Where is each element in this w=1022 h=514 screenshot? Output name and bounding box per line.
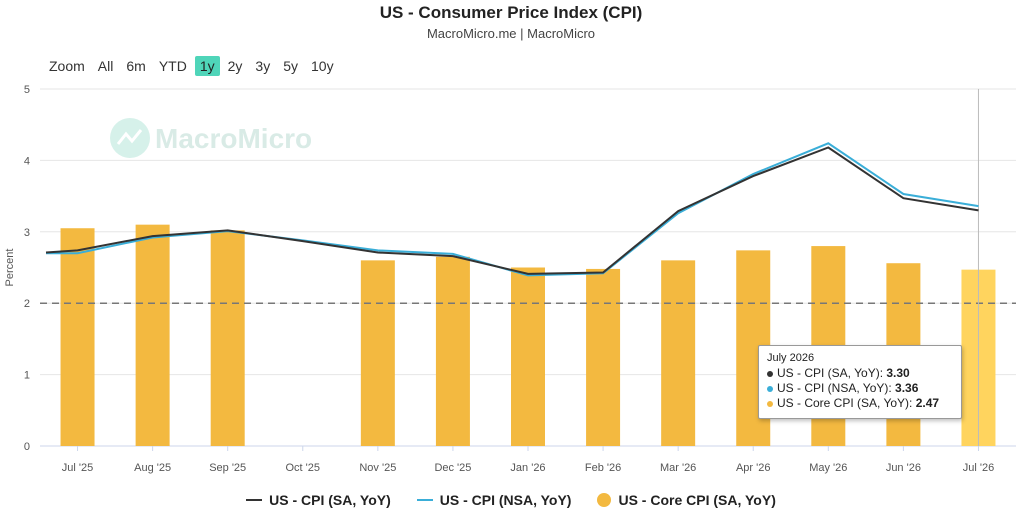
y-tick-label: 0 <box>24 441 30 453</box>
range-button-2y[interactable]: 2y <box>227 58 243 74</box>
core-cpi-bar[interactable] <box>511 267 545 447</box>
y-axis-label: Percent <box>4 249 16 287</box>
range-selector: Zoom All 6m YTD 1y 2y 3y 5y 10y <box>44 55 342 77</box>
range-button-all[interactable]: All <box>97 58 114 74</box>
y-tick-label: 3 <box>24 227 30 239</box>
x-tick-label: Jan '26 <box>510 462 545 474</box>
watermark-text: MacroMicro <box>155 123 312 154</box>
core-cpi-bar[interactable] <box>586 268 621 446</box>
range-button-3y[interactable]: 3y <box>255 58 271 74</box>
legend-item-cpi-sa[interactable]: US - CPI (SA, YoY) <box>246 492 391 508</box>
x-tick-label: Nov '25 <box>359 462 396 474</box>
x-tick-label: Mar '26 <box>660 462 696 474</box>
x-tick-label: Aug '25 <box>134 462 171 474</box>
x-tick-label: Jun '26 <box>886 462 921 474</box>
line-layer <box>45 142 979 277</box>
tooltip-dot-icon <box>767 400 773 407</box>
tooltip: July 2026 US - CPI (SA, YoY): 3.30 US - … <box>758 345 962 419</box>
watermark: MacroMicro <box>110 118 312 158</box>
core-cpi-bar[interactable] <box>210 230 245 446</box>
series-line[interactable] <box>45 146 979 275</box>
y-tick-label: 2 <box>24 298 30 310</box>
x-tick-label: Jul '26 <box>963 462 994 474</box>
y-tick-label: 1 <box>24 370 30 382</box>
core-cpi-bar[interactable] <box>135 224 170 446</box>
range-button-ytd[interactable]: YTD <box>158 58 187 74</box>
y-tick-label: 4 <box>24 155 30 167</box>
x-tick-label: Feb '26 <box>585 462 621 474</box>
x-tick-label: Apr '26 <box>736 462 771 474</box>
x-tick-label: Dec '25 <box>434 462 471 474</box>
range-button-1y[interactable]: 1y <box>194 56 220 76</box>
tooltip-dot-icon <box>767 385 773 392</box>
reference-line-layer <box>40 89 1016 446</box>
axis-layer: 0 1 2 3 4 5 Percent Jul '25 Aug '25 Sep '25 Oct '2… <box>4 84 994 474</box>
x-tick-label: Oct '25 <box>286 462 321 474</box>
core-cpi-bar[interactable] <box>661 260 696 446</box>
legend-item-cpi-nsa[interactable]: US - CPI (NSA, YoY) <box>416 492 572 508</box>
chart-subtitle: MacroMicro.me | MacroMicro <box>426 26 596 41</box>
tooltip-row-core-cpi: US - Core CPI (SA, YoY): 2.47 <box>767 396 953 411</box>
legend: US - CPI (SA, YoY) US - CPI (NSA, YoY) U… <box>0 492 1022 508</box>
legend-label: US - CPI (NSA, YoY) <box>439 492 572 508</box>
tooltip-row-cpi-sa: US - CPI (SA, YoY): 3.30 <box>767 366 953 381</box>
legend-label: US - Core CPI (SA, YoY) <box>618 492 776 508</box>
range-button-6m[interactable]: 6m <box>126 58 146 74</box>
legend-item-core-cpi[interactable]: US - Core CPI (SA, YoY) <box>597 492 776 508</box>
zoom-label: Zoom <box>49 58 85 74</box>
tooltip-row-cpi-nsa: US - CPI (NSA, YoY): 3.36 <box>767 381 953 396</box>
tooltip-date: July 2026 <box>767 352 815 364</box>
core-cpi-bar[interactable] <box>435 256 470 446</box>
core-cpi-bar[interactable] <box>60 228 95 446</box>
core-cpi-bar[interactable] <box>360 260 395 446</box>
x-tick-label: May '26 <box>809 462 847 474</box>
x-tick-label: Jul '25 <box>62 462 93 474</box>
tooltip-dot-icon <box>767 370 773 377</box>
legend-label: US - CPI (SA, YoY) <box>269 492 391 508</box>
legend-line-icon <box>246 499 263 501</box>
x-tick-label: Sep '25 <box>209 462 246 474</box>
range-button-5y[interactable]: 5y <box>283 58 298 74</box>
range-button-10y[interactable]: 10y <box>311 58 334 74</box>
legend-line-icon <box>416 499 433 501</box>
y-tick-label: 5 <box>24 84 30 96</box>
chart-title: US - Consumer Price Index (CPI) <box>379 3 643 22</box>
legend-dot-icon <box>597 493 612 507</box>
